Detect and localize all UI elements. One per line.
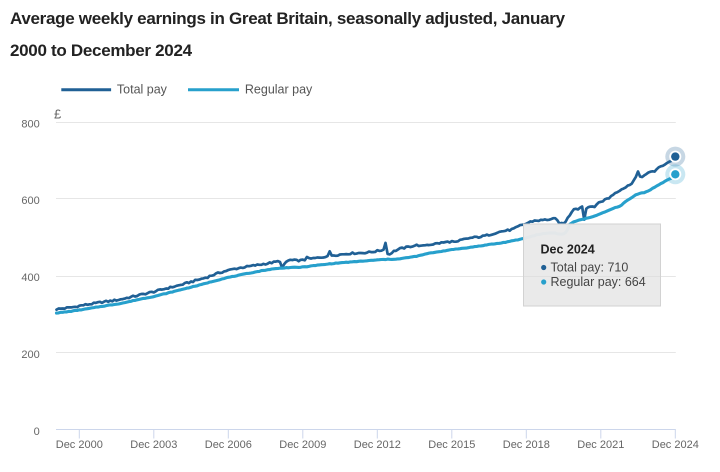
svg-text:Dec 2012: Dec 2012 xyxy=(354,439,401,451)
svg-text:£: £ xyxy=(54,107,62,122)
svg-text:Dec 2021: Dec 2021 xyxy=(577,439,624,451)
svg-text:200: 200 xyxy=(21,349,39,361)
svg-text:Dec 2003: Dec 2003 xyxy=(130,439,177,451)
svg-text:Dec 2000: Dec 2000 xyxy=(56,439,103,451)
svg-text:Dec 2024: Dec 2024 xyxy=(652,439,699,451)
svg-text:800: 800 xyxy=(21,118,39,130)
svg-text:Dec 2018: Dec 2018 xyxy=(503,439,550,451)
svg-text:Dec 2006: Dec 2006 xyxy=(205,439,252,451)
svg-text:Total pay: 710: Total pay: 710 xyxy=(551,261,629,275)
svg-text:0: 0 xyxy=(34,426,40,438)
svg-text:Dec 2009: Dec 2009 xyxy=(279,439,326,451)
svg-text:400: 400 xyxy=(21,272,39,284)
svg-text:Dec 2015: Dec 2015 xyxy=(428,439,475,451)
svg-text:Total pay: Total pay xyxy=(117,83,168,97)
svg-text:Regular pay: 664: Regular pay: 664 xyxy=(551,275,646,289)
svg-text:Regular pay: Regular pay xyxy=(245,83,313,97)
svg-text:600: 600 xyxy=(21,195,39,207)
svg-text:Dec 2024: Dec 2024 xyxy=(541,243,595,257)
